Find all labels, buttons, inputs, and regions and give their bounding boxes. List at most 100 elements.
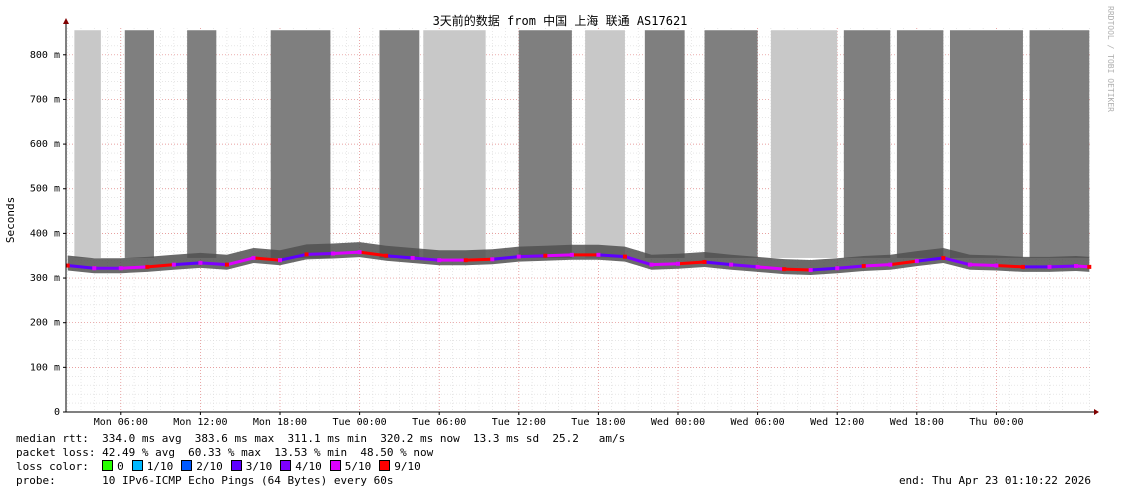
median-point: [729, 262, 734, 267]
median-point: [835, 266, 840, 271]
median-rtt-stats: median rtt: 334.0 ms avg 383.6 ms max 31…: [16, 432, 626, 445]
median-point: [941, 255, 946, 260]
median-point: [198, 260, 203, 265]
x-tick-label: Wed 00:00: [651, 417, 705, 428]
median-segment: [306, 251, 334, 256]
axes: [63, 18, 1099, 415]
median-point: [782, 267, 787, 272]
loss-legend-swatch: [131, 460, 143, 471]
median-point: [569, 252, 574, 257]
rrdtool-watermark: RRDTOOL / TOBI OETIKER: [1106, 6, 1115, 112]
median-segment: [916, 256, 944, 263]
median-point: [1087, 264, 1092, 269]
y-axis-arrow: [63, 18, 69, 24]
loss-bar: [1029, 30, 1090, 258]
loss-legend-items: 0 1/10 2/10 3/10 4/10 5/10 9/10: [102, 460, 429, 473]
x-tick-label: Mon 18:00: [253, 417, 307, 428]
median-point: [92, 266, 97, 271]
median-segment: [837, 264, 864, 270]
packet-loss-bars: [74, 30, 1090, 258]
loss-legend-item: 0: [102, 460, 124, 473]
median-segment: [730, 263, 758, 269]
median-point: [490, 257, 495, 262]
loss-legend-swatch: [280, 460, 292, 471]
y-tick-label: 200 m: [30, 318, 60, 329]
median-point: [808, 268, 813, 273]
loss-bar: [124, 30, 154, 258]
probe-info: probe: 10 IPv6-ICMP Echo Pings (64 Bytes…: [16, 474, 394, 487]
median-segment: [598, 253, 626, 259]
median-segment: [784, 267, 811, 272]
median-segment: [120, 265, 148, 270]
loss-legend-item: 9/10: [379, 460, 421, 473]
loss-bar: [270, 30, 331, 258]
y-tick-label: 800 m: [30, 50, 60, 61]
median-segment: [624, 255, 652, 267]
median-point: [649, 262, 654, 267]
x-tick-label: Tue 18:00: [571, 417, 625, 428]
loss-bar: [644, 30, 685, 258]
median-point: [755, 264, 760, 269]
x-axis-arrow: [1094, 409, 1099, 415]
loss-bar: [74, 30, 101, 258]
loss-legend-swatch: [102, 460, 114, 471]
loss-color-legend: loss color: 0 1/10 2/10 3/10 4/10 5/10 9/10: [16, 460, 429, 474]
median-segment: [890, 259, 918, 267]
loss-legend-label: 9/10: [394, 460, 421, 473]
median-point: [676, 261, 681, 266]
loss-bar: [770, 30, 838, 258]
median-point: [543, 253, 548, 258]
y-tick-label: 600 m: [30, 139, 60, 150]
median-point: [410, 255, 415, 260]
median-segment: [173, 261, 201, 267]
median-point: [357, 250, 362, 255]
median-segment: [200, 261, 228, 267]
median-segment: [677, 260, 705, 266]
median-point: [994, 263, 999, 268]
loss-legend-label: 3/10: [245, 460, 273, 473]
median-segment: [810, 266, 838, 272]
y-tick-label: 700 m: [30, 94, 60, 105]
x-tick-label: Tue 00:00: [333, 417, 387, 428]
x-tick-label: Tue 06:00: [412, 417, 466, 428]
latency-chart: 3天前的数据 from 中国 上海 联通 AS17621 RRDTOOL / T…: [4, 6, 1115, 428]
x-tick-label: Wed 12:00: [810, 417, 864, 428]
median-segment: [465, 257, 493, 262]
packet-loss-stats: packet loss: 42.49 % avg 60.33 % max 13.…: [16, 446, 434, 459]
median-segment: [226, 256, 254, 267]
median-point: [437, 258, 442, 263]
median-segment: [704, 260, 732, 267]
median-segment: [386, 254, 413, 260]
median-segment: [996, 264, 1024, 269]
x-tick-label: Wed 06:00: [731, 417, 785, 428]
median-segment: [147, 263, 174, 269]
x-tick-labels: Mon 06:00 Mon 12:00 Mon 18:00 Tue 00:00 Tue …: [94, 417, 1024, 428]
smoke-band: [67, 242, 1090, 275]
median-point: [304, 252, 309, 257]
loss-legend-label: 1/10: [146, 460, 174, 473]
loss-bar: [704, 30, 758, 258]
median-segment: [279, 252, 307, 262]
loss-legend-label: 0: [117, 460, 124, 473]
loss-bar: [949, 30, 1023, 258]
chart-title: 3天前的数据 from 中国 上海 联通 AS17621: [433, 13, 688, 28]
median-segment: [359, 250, 387, 258]
x-tick-label: Wed 18:00: [890, 417, 944, 428]
median-point: [914, 259, 919, 264]
median-rtt-series: [65, 250, 1092, 273]
median-point: [277, 258, 282, 263]
median-segment: [545, 253, 572, 258]
loss-bar: [379, 30, 420, 258]
smoke-area: [67, 242, 1090, 275]
median-segment: [412, 256, 440, 262]
median-point: [622, 254, 627, 259]
median-segment: [863, 263, 891, 268]
loss-legend-label: 4/10: [295, 460, 322, 473]
median-segment: [969, 263, 997, 268]
median-point: [1047, 264, 1052, 269]
median-segment: [1049, 264, 1077, 269]
y-tick-label: 400 m: [30, 228, 60, 239]
y-tick-labels: 0 100 m 200 m 300 m 400 m 500 m 600 m 700 m 800 …: [30, 50, 60, 418]
median-point: [65, 263, 70, 268]
median-point: [463, 258, 468, 263]
